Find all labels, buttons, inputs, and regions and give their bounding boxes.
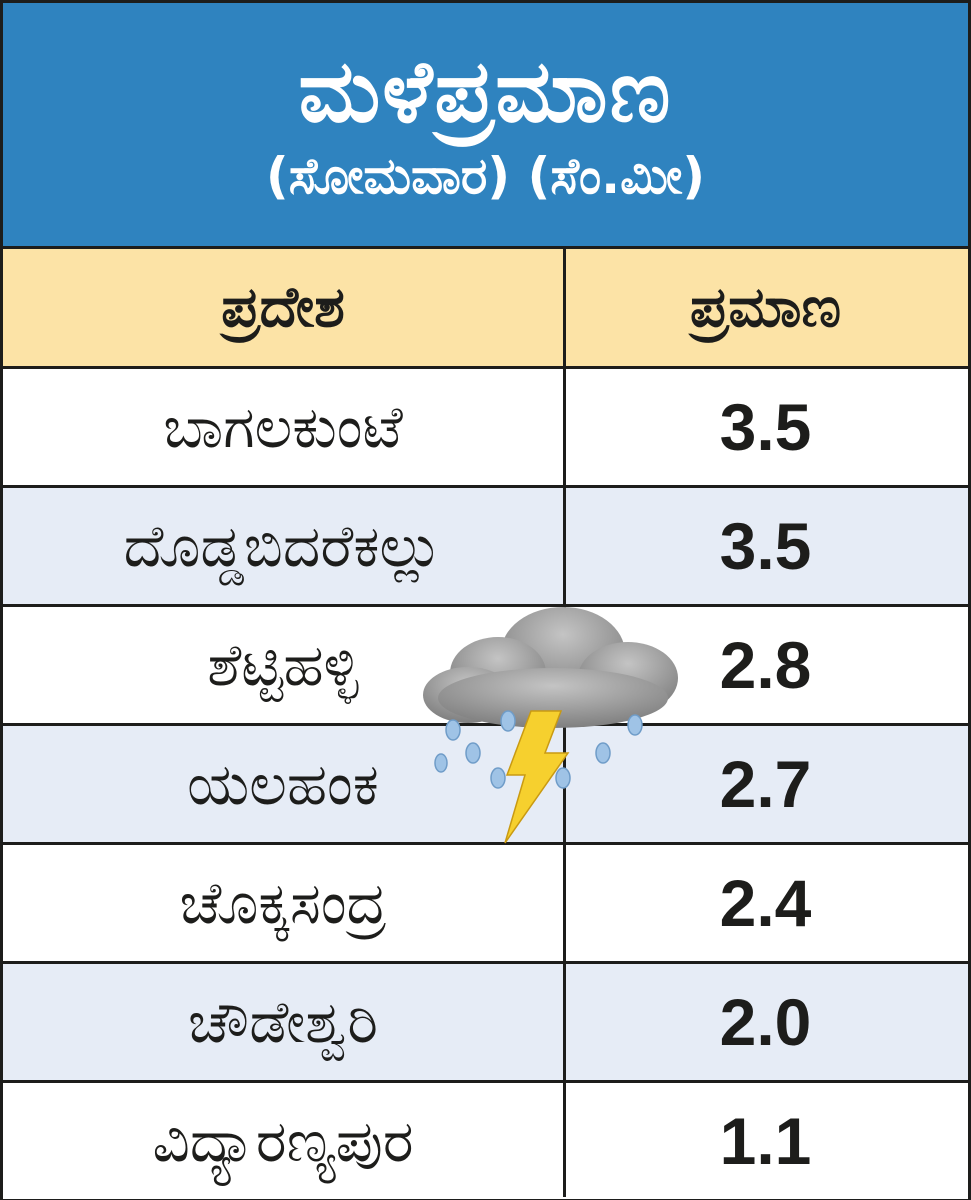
table-row: ಬಾಗಲಕುಂಟೆ 3.5 bbox=[3, 369, 968, 485]
region-name: ಯಲಹಂಕ bbox=[187, 749, 379, 818]
row-divider bbox=[3, 366, 968, 369]
row-divider bbox=[3, 961, 968, 964]
table-subtitle: (ಸೋಮವಾರ) (ಸೆಂ.ಮೀ) bbox=[265, 146, 706, 205]
table-row: ವಿದ್ಯಾರಣ್ಯಪುರ 1.1 bbox=[3, 1083, 968, 1199]
lightning-bolt bbox=[504, 710, 570, 844]
table-row: ಚೊಕ್ಕಸಂದ್ರ 2.4 bbox=[3, 845, 968, 961]
thundercloud-icon bbox=[423, 607, 678, 844]
header-divider bbox=[3, 246, 968, 249]
column-header-amount: ಪ್ರಮಾಣ bbox=[689, 274, 842, 340]
table-header-banner: ಮಳೆಪ್ರಮಾಣ (ಸೋಮವಾರ) (ಸೆಂ.ಮೀ) bbox=[3, 3, 968, 246]
row-divider bbox=[3, 485, 968, 488]
region-name: ದೊಡ್ಡಬಿದರೆಕಲ್ಲು bbox=[123, 511, 443, 580]
region-name: ಚೊಕ್ಕಸಂದ್ರ bbox=[179, 868, 387, 937]
table-row: ಯಲಹಂಕ 2.7 bbox=[3, 726, 968, 842]
rainfall-value: 3.5 bbox=[719, 509, 812, 583]
rainfall-value: 2.8 bbox=[719, 628, 812, 702]
region-name: ವಿದ್ಯಾರಣ್ಯಪುರ bbox=[152, 1106, 414, 1175]
table-title: ಮಳೆಪ್ರಮಾಣ bbox=[298, 42, 673, 143]
region-name: ಚೌಡೇಶ್ವರಿ bbox=[188, 987, 378, 1056]
region-name: ಬಾಗಲಕುಂಟೆ bbox=[163, 392, 403, 461]
column-header-row: ಪ್ರದೇಶ ಪ್ರಮಾಣ bbox=[3, 249, 968, 366]
region-name: ಶೆಟ್ಟಿಹಳ್ಳಿ bbox=[207, 630, 359, 699]
row-divider bbox=[3, 723, 968, 726]
column-header-region: ಪ್ರದೇಶ bbox=[221, 274, 345, 340]
row-divider bbox=[3, 842, 968, 845]
rainfall-value: 3.5 bbox=[719, 390, 812, 464]
rainfall-value: 1.1 bbox=[719, 1104, 812, 1178]
cloud-shape bbox=[423, 607, 678, 728]
table-row: ಚೌಡೇಶ್ವರಿ 2.0 bbox=[3, 964, 968, 1080]
row-divider bbox=[3, 1080, 968, 1083]
rainfall-value: 2.4 bbox=[719, 866, 812, 940]
table-row: ದೊಡ್ಡಬಿದರೆಕಲ್ಲು 3.5 bbox=[3, 488, 968, 604]
row-divider bbox=[3, 604, 968, 607]
rainfall-value: 2.7 bbox=[719, 747, 812, 821]
rainfall-value: 2.0 bbox=[719, 985, 812, 1059]
